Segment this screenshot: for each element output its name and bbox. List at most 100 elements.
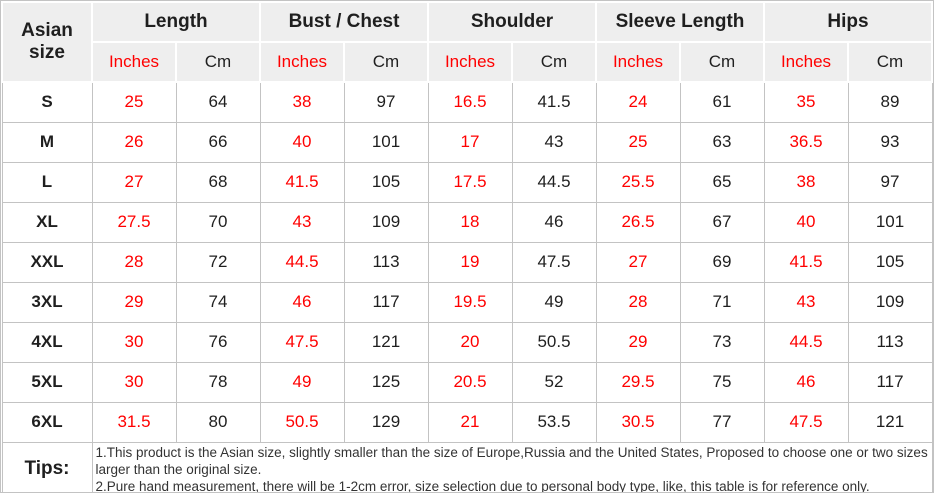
inches-value-cell: 18: [427, 201, 513, 243]
cm-value-cell: 49: [511, 281, 597, 323]
cm-value-cell: 43: [511, 121, 597, 163]
cm-value-cell: 113: [343, 241, 429, 283]
inches-value-cell: 28: [595, 281, 681, 323]
table-row: 3XL 29 74 46 117 19.5 49 28 71 43 109: [1, 281, 933, 323]
inches-value-cell: 25.5: [595, 161, 681, 203]
inches-value-cell: 16.5: [427, 81, 513, 123]
inches-value-cell: 38: [763, 161, 849, 203]
inches-value-cell: 17.5: [427, 161, 513, 203]
cm-value-cell: 129: [343, 401, 429, 443]
cm-value-cell: 113: [847, 321, 933, 363]
unit-header-cm: Cm: [175, 41, 261, 83]
unit-header-inches: Inches: [427, 41, 513, 83]
inches-value-cell: 30: [91, 321, 177, 363]
inches-value-cell: 41.5: [259, 161, 345, 203]
inches-value-cell: 30.5: [595, 401, 681, 443]
inches-value-cell: 44.5: [763, 321, 849, 363]
cm-value-cell: 121: [847, 401, 933, 443]
cm-value-cell: 105: [343, 161, 429, 203]
inches-value-cell: 27.5: [91, 201, 177, 243]
inches-value-cell: 36.5: [763, 121, 849, 163]
unit-header-row: Inches Cm Inches Cm Inches Cm Inches Cm Inches Cm: [2, 41, 933, 83]
cm-value-cell: 75: [679, 361, 765, 403]
tips-note-1: 1.This product is the Asian size, slight…: [95, 444, 928, 477]
inches-value-cell: 29: [595, 321, 681, 363]
inches-value-cell: 44.5: [259, 241, 345, 283]
cm-value-cell: 125: [343, 361, 429, 403]
group-header-row: Asian size Length Bust / Chest Shoulder …: [1, 1, 933, 83]
table-row: XXL 28 72 44.5 113 19 47.5 27 69 41.5 105: [1, 241, 933, 283]
inches-value-cell: 26.5: [595, 201, 681, 243]
cm-value-cell: 76: [175, 321, 261, 363]
column-group-shoulder: Shoulder: [427, 1, 597, 43]
cm-value-cell: 61: [679, 81, 765, 123]
inches-value-cell: 31.5: [91, 401, 177, 443]
inches-value-cell: 28: [91, 241, 177, 283]
cm-value-cell: 74: [175, 281, 261, 323]
cm-value-cell: 101: [847, 201, 933, 243]
cm-value-cell: 73: [679, 321, 765, 363]
table-row: 4XL 30 76 47.5 121 20 50.5 29 73 44.5 113: [1, 321, 933, 363]
table-row: 6XL 31.5 80 50.5 129 21 53.5 30.5 77 47.5 121: [1, 401, 933, 443]
unit-header-cm: Cm: [679, 41, 765, 83]
inches-value-cell: 25: [91, 81, 177, 123]
cm-value-cell: 117: [847, 361, 933, 403]
table-row: L 27 68 41.5 105 17.5 44.5 25.5 65 38 97: [1, 161, 933, 203]
cm-value-cell: 80: [175, 401, 261, 443]
cm-value-cell: 64: [175, 81, 261, 123]
tips-note-2: 2.Pure hand measurement, there will be 1…: [95, 479, 870, 493]
cm-value-cell: 65: [679, 161, 765, 203]
inches-value-cell: 20.5: [427, 361, 513, 403]
unit-header-inches: Inches: [595, 41, 681, 83]
inches-value-cell: 46: [259, 281, 345, 323]
cm-value-cell: 72: [175, 241, 261, 283]
inches-value-cell: 25: [595, 121, 681, 163]
size-cell: 3XL: [1, 281, 93, 323]
inches-value-cell: 38: [259, 81, 345, 123]
inches-value-cell: 40: [763, 201, 849, 243]
size-cell: 5XL: [1, 361, 93, 403]
cm-value-cell: 70: [175, 201, 261, 243]
size-cell: 4XL: [1, 321, 93, 363]
cm-value-cell: 63: [679, 121, 765, 163]
inches-value-cell: 43: [763, 281, 849, 323]
table-row: M 26 66 40 101 17 43 25 63 36.5 93: [1, 121, 933, 163]
cm-value-cell: 109: [343, 201, 429, 243]
unit-header-inches: Inches: [259, 41, 345, 83]
inches-value-cell: 24: [595, 81, 681, 123]
column-group-sleeve-length: Sleeve Length: [595, 1, 765, 43]
unit-header-cm: Cm: [511, 41, 597, 83]
inches-value-cell: 29: [91, 281, 177, 323]
cm-value-cell: 109: [847, 281, 933, 323]
inches-value-cell: 43: [259, 201, 345, 243]
size-cell: S: [1, 81, 93, 123]
cm-value-cell: 101: [343, 121, 429, 163]
inches-value-cell: 47.5: [763, 401, 849, 443]
cm-value-cell: 97: [847, 161, 933, 203]
tips-label: Tips:: [1, 441, 93, 492]
inches-value-cell: 35: [763, 81, 849, 123]
cm-value-cell: 93: [847, 121, 933, 163]
cm-value-cell: 50.5: [511, 321, 597, 363]
inches-value-cell: 46: [763, 361, 849, 403]
inches-value-cell: 21: [427, 401, 513, 443]
cm-value-cell: 67: [679, 201, 765, 243]
cm-value-cell: 105: [847, 241, 933, 283]
inches-value-cell: 30: [91, 361, 177, 403]
inches-value-cell: 20: [427, 321, 513, 363]
cm-value-cell: 97: [343, 81, 429, 123]
inches-value-cell: 17: [427, 121, 513, 163]
table-row: XL 27.5 70 43 109 18 46 26.5 67 40 101: [1, 201, 933, 243]
cm-value-cell: 44.5: [511, 161, 597, 203]
cm-value-cell: 46: [511, 201, 597, 243]
table-row: 5XL 30 78 49 125 20.5 52 29.5 75 46 117: [1, 361, 933, 403]
size-cell: 6XL: [1, 401, 93, 443]
cm-value-cell: 77: [679, 401, 765, 443]
cm-value-cell: 41.5: [511, 81, 597, 123]
inches-value-cell: 40: [259, 121, 345, 163]
cm-value-cell: 66: [175, 121, 261, 163]
inches-value-cell: 41.5: [763, 241, 849, 283]
unit-header-inches: Inches: [763, 41, 849, 83]
inches-value-cell: 29.5: [595, 361, 681, 403]
